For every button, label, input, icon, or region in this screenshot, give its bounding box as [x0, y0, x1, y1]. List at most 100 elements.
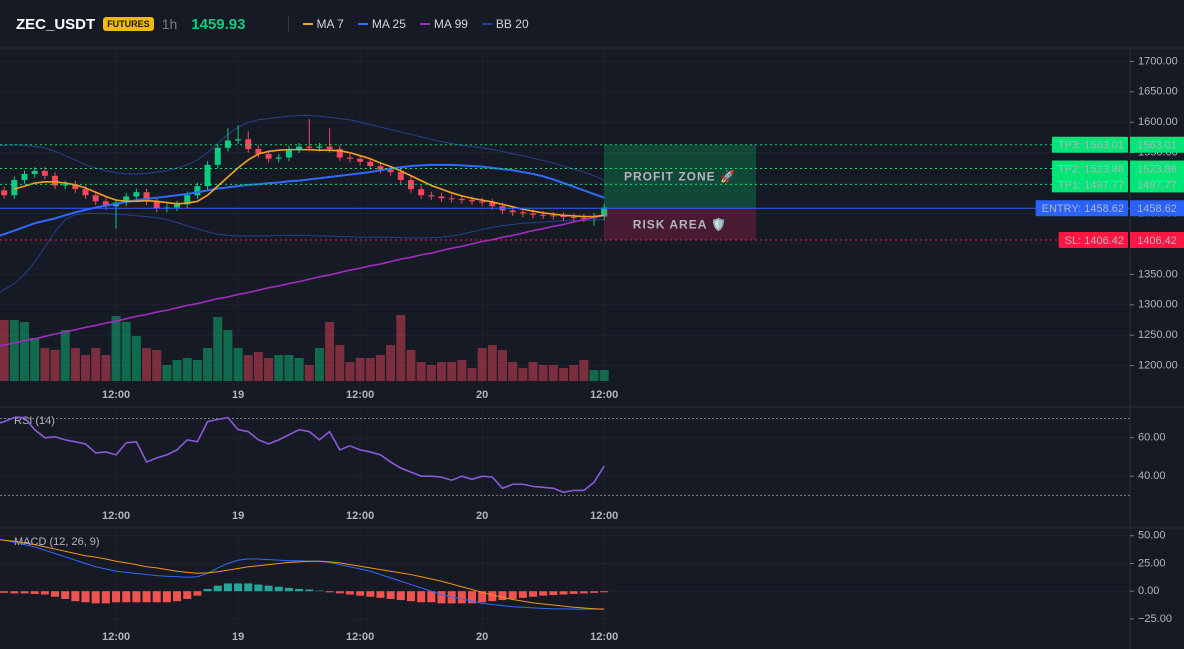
histogram-bar: [549, 591, 558, 596]
volume-bar: [304, 365, 314, 381]
symbol: ZEC_USDT: [16, 15, 96, 33]
candle-body: [11, 180, 18, 196]
volume-bar: [396, 315, 406, 381]
candle-body: [235, 139, 242, 141]
candle-body: [153, 201, 160, 209]
level-tag-label: SL: 1406.42: [1065, 235, 1124, 247]
x-tick-label: 20: [476, 631, 488, 643]
candle-body: [204, 164, 211, 187]
legend-item[interactable]: MA 99: [419, 17, 468, 31]
candle-body: [519, 212, 526, 214]
x-tick-label: 20: [476, 510, 488, 522]
volume-bar: [213, 317, 223, 381]
legend-item[interactable]: MA 25: [357, 17, 406, 31]
volume-bar: [192, 360, 202, 381]
candle-body: [102, 201, 109, 207]
volume-bar: [9, 320, 19, 381]
indicator-line: [0, 539, 605, 610]
histogram-bar: [529, 591, 538, 597]
moving-average: [0, 214, 605, 347]
histogram-bar: [437, 591, 446, 604]
histogram-bar: [447, 591, 456, 604]
candle-body: [367, 161, 374, 167]
histogram-bar: [600, 591, 609, 593]
candle-body: [224, 140, 231, 148]
histogram-bar: [366, 591, 375, 597]
histogram-bar: [579, 591, 588, 594]
axis-price-label: 1523.86: [1137, 163, 1177, 175]
candle-body: [468, 200, 475, 202]
histogram-bar: [590, 591, 599, 593]
axis-price-label: 1563.01: [1137, 140, 1177, 152]
volume-bar: [131, 336, 141, 381]
histogram-bar: [498, 591, 507, 601]
bollinger-band: [0, 213, 605, 293]
candle-body: [570, 217, 577, 219]
histogram-bar: [112, 591, 121, 603]
x-tick-label: 12:00: [102, 389, 130, 401]
volume-bar: [406, 350, 416, 381]
candle-body: [479, 201, 486, 203]
x-tick-label: 19: [232, 631, 244, 643]
histogram-bar: [488, 591, 497, 602]
histogram-bar: [51, 591, 60, 597]
volume-bar: [223, 330, 233, 381]
histogram-bar: [569, 591, 578, 594]
level-tag: [1035, 200, 1128, 217]
volume-bar: [345, 362, 355, 381]
volume-bar: [91, 348, 101, 381]
level-tag-label: ENTRY: 1458.62: [1042, 203, 1124, 215]
zone-label: PROFIT ZONE 🚀: [624, 170, 736, 184]
histogram-bar: [559, 591, 568, 595]
histogram-bar: [376, 591, 385, 598]
volume-bar: [498, 350, 507, 381]
volume-bar: [457, 360, 467, 381]
histogram-bar: [518, 591, 527, 598]
volume-bar: [264, 358, 274, 381]
zone: [604, 208, 756, 241]
candle-body: [72, 184, 79, 190]
legend-swatch: [419, 23, 430, 25]
histogram-bar: [264, 585, 273, 592]
volume-bar: [436, 362, 446, 381]
histogram-bar: [132, 591, 141, 603]
legend-item[interactable]: BB 20: [481, 17, 529, 31]
volume-bar: [243, 355, 253, 381]
volume-bar: [375, 355, 385, 381]
histogram-bar: [0, 591, 9, 593]
histogram-bar: [417, 591, 426, 603]
legend-swatch: [302, 23, 313, 25]
histogram-bar: [223, 583, 232, 592]
y-tick-label: 25.00: [1138, 557, 1166, 569]
axis-price-tag: [1130, 176, 1184, 193]
volume-bar: [294, 358, 304, 381]
axis-price-label: 1497.77: [1137, 179, 1177, 191]
volume-bar: [447, 362, 457, 381]
legend-swatch: [357, 23, 368, 25]
histogram-bar: [254, 584, 263, 592]
candle-body: [1, 190, 8, 196]
separator: [287, 16, 289, 32]
level-tag: [1051, 136, 1128, 153]
volume-bar: [172, 360, 182, 381]
candle-body: [509, 210, 516, 213]
volume-bar: [559, 368, 569, 381]
legend-item[interactable]: MA 7: [302, 17, 344, 31]
candle-body: [336, 149, 343, 158]
histogram-bar: [20, 591, 29, 594]
candle-body: [82, 189, 89, 196]
volume-bar: [182, 358, 192, 381]
axis-price-label: 1458.62: [1137, 203, 1177, 215]
candle-body: [397, 172, 404, 181]
histogram-bar: [467, 591, 476, 604]
legend-swatch: [481, 23, 492, 25]
volume-bar: [487, 345, 497, 381]
interval[interactable]: 1h: [161, 16, 178, 32]
volume-bar: [416, 362, 426, 381]
legend-label: MA 99: [433, 17, 468, 31]
histogram-bar: [81, 591, 90, 603]
histogram-bar: [122, 591, 131, 603]
histogram-bar: [305, 589, 314, 592]
